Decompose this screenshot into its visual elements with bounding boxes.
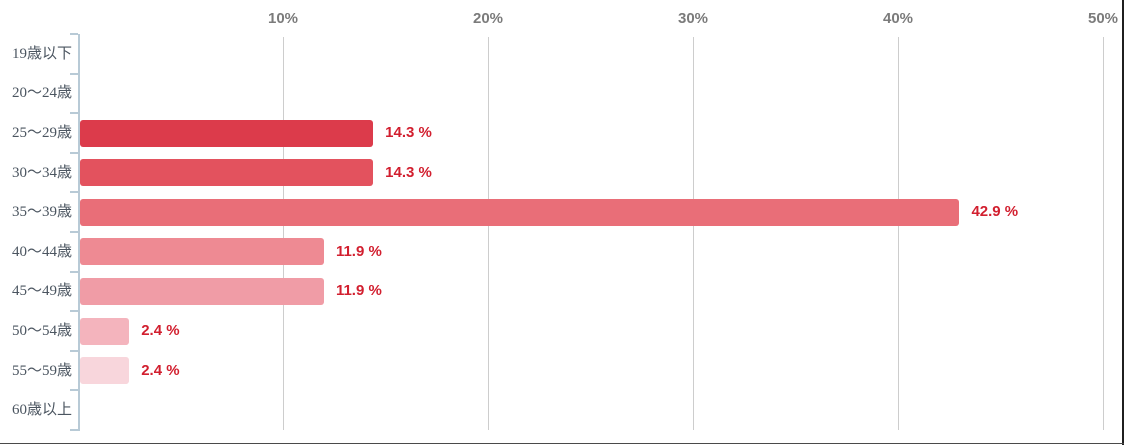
bar [80,198,960,226]
bar [80,317,130,345]
category-label: 45〜49歳 [11,283,72,300]
x-axis-tick-label: 30% [677,10,709,27]
category-label: 40〜44歳 [11,243,72,260]
bar-value-label: 42.9 % [971,203,1019,221]
y-axis-tick [70,72,78,75]
gridline [283,37,284,430]
y-axis-tick [70,429,78,431]
category-label: 25〜29歳 [11,125,72,141]
gridline [693,37,694,430]
gridline [898,37,899,430]
bar-value-label: 11.9 % [335,242,382,260]
y-axis-tick [70,112,78,115]
x-axis-tick-label: 20% [472,10,504,27]
bar-value-label: 2.4 % [141,361,180,379]
y-axis-tick [70,151,78,154]
bar [80,238,324,266]
x-axis-tick-label: 50% [1087,10,1119,27]
bar-value-label: 14.3 % [385,163,432,181]
category-label: 55〜59歳 [11,362,72,379]
x-axis-tick-label: 10% [267,10,299,27]
bar [80,357,130,385]
y-axis-tick [70,270,78,273]
y-axis-tick [70,310,78,313]
bar [80,277,324,305]
y-axis-tick [70,33,78,35]
category-label: 30〜34歳 [11,164,72,181]
category-label: 35〜39歳 [11,204,72,221]
gridline [1103,37,1104,430]
bar [80,159,374,187]
y-axis-tick [70,389,78,392]
bar-value-label: 14.3 % [385,124,432,141]
x-axis-tick-label: 40% [882,10,914,27]
bar [80,119,374,147]
gridline [488,37,489,430]
bar-value-label: 11.9 % [335,282,382,300]
window-bottom-border [0,443,1124,444]
y-axis-tick [70,191,78,194]
window-right-border [1122,0,1124,445]
y-axis-tick [70,349,78,352]
y-axis-line [78,34,80,431]
category-label: 19歳以下 [11,45,72,62]
category-label: 60歳以上 [11,402,72,419]
category-label: 20〜24歳 [11,85,72,102]
y-axis-tick [70,231,78,233]
bar-value-label: 2.4 % [141,322,180,339]
category-label: 50〜54歳 [11,323,72,339]
